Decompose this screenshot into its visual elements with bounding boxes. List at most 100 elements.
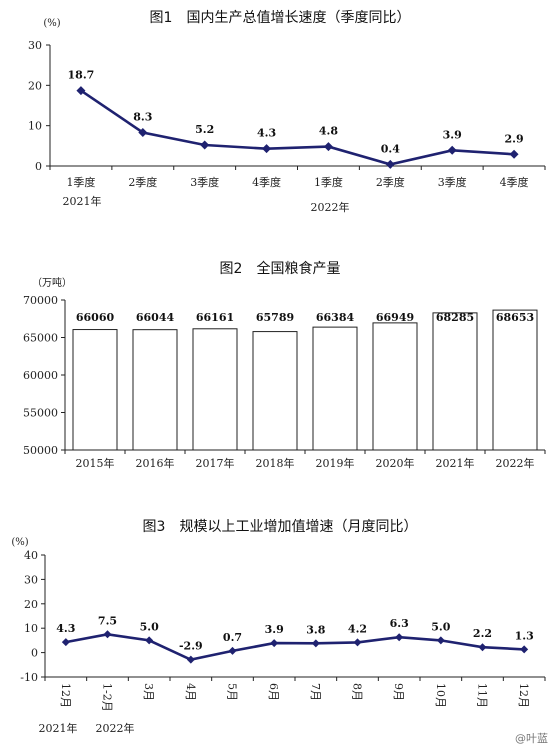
chart1-x-tick-label: 3季度 — [438, 175, 467, 189]
chart1-data-label: 18.7 — [68, 69, 95, 82]
chart2-bars — [72, 309, 538, 451]
chart2-data-label: 66384 — [316, 311, 355, 324]
chart2-y-tick-label: 55000 — [23, 407, 58, 420]
chart1-data-point — [76, 86, 86, 96]
chart1-data-label: 2.9 — [504, 132, 523, 145]
chart1-data-label: 3.9 — [443, 128, 462, 141]
chart3-data-label: 7.5 — [98, 614, 117, 627]
chart3-x-tick-label: 12月 — [517, 683, 530, 708]
chart3-data-point — [61, 638, 70, 647]
chart2-data-label: 68285 — [436, 311, 474, 324]
chart1-points — [76, 86, 519, 169]
chart2-x-tick-label: 2019年 — [316, 456, 355, 470]
chart2-value-labels: 66060 66044 66161 65789 66384 66949 68285 68653 — [76, 311, 534, 324]
chart2-x-tick-label: 2016年 — [136, 456, 175, 470]
chart2-y-tick-label: 50000 — [23, 444, 58, 457]
chart3-data-label: 4.2 — [348, 622, 367, 635]
chart1-data-label: 0.4 — [381, 142, 400, 155]
chart3-data-label: 5.0 — [140, 620, 159, 633]
chart2-y-tick-label: 60000 — [23, 369, 58, 382]
chart2-bar — [192, 328, 238, 451]
chart3-x-tick-label: 4月 — [184, 683, 197, 701]
chart1-x-tick-label: 1季度 — [314, 175, 343, 189]
chart3-data-label: 5.0 — [431, 620, 450, 633]
chart2-data-label: 66949 — [376, 311, 414, 324]
chart1-axes — [46, 44, 546, 170]
chart3-x-tick-label: 8月 — [351, 683, 364, 701]
chart3-year-label-2021: 2021年 — [39, 721, 78, 735]
chart2-title: 图2 全国粮食产量 — [220, 260, 341, 277]
chart2-x-tick-label: 2015年 — [76, 456, 115, 470]
chart2-data-label: 66161 — [196, 311, 234, 324]
chart1-series-line — [80, 89, 515, 166]
chart-grain-output: 图2 全国粮食产量 （万吨） 50000 55000 60000 65000 70000… — [23, 260, 546, 470]
chart1-data-label: 4.8 — [319, 125, 338, 138]
chart3-x-tick-label: 5月 — [226, 683, 239, 701]
chart2-bar — [132, 329, 178, 451]
chart1-data-point — [323, 142, 333, 152]
chart3-x-tick-label: 3月 — [142, 683, 155, 701]
chart2-data-label: 66060 — [76, 311, 115, 324]
chart1-title: 图1 国内生产总值增长速度（季度同比） — [150, 10, 411, 26]
chart3-y-tick-label: 0 — [31, 647, 38, 660]
chart3-data-point — [311, 639, 320, 648]
chart3-x-tick-label: 10月 — [434, 683, 447, 708]
chart3-x-tick-label: 9月 — [392, 683, 405, 701]
chart1-data-label: 5.2 — [195, 123, 214, 136]
chart3-data-point — [353, 638, 362, 647]
chart3-data-label: 2.2 — [473, 627, 492, 640]
chart3-data-point — [270, 639, 279, 648]
chart2-x-labels: 2015年 2016年 2017年 2018年 2019年 2020年 2021年 2022年 — [76, 456, 535, 470]
chart-gdp-growth: 图1 国内生产总值增长速度（季度同比） (%) 0 10 20 30 1季度 2季度 3季… — [28, 10, 546, 214]
chart3-data-point — [145, 636, 154, 645]
chart1-data-point — [200, 140, 210, 150]
chart2-x-tick-label: 2017年 — [196, 456, 235, 470]
chart3-x-tick-label: 11月 — [476, 683, 489, 708]
chart2-y-ticks: 50000 55000 60000 65000 70000 — [23, 294, 58, 457]
chart3-data-label: -2.9 — [179, 640, 203, 653]
chart1-x-labels: 1季度 2季度 3季度 4季度 1季度 2季度 3季度 4季度 — [66, 175, 528, 189]
chart1-data-label: 8.3 — [133, 111, 152, 124]
chart3-y-tick-label: -10 — [20, 671, 38, 684]
chart3-y-tick-label: 10 — [24, 622, 38, 635]
chart2-x-tick-label: 2022年 — [496, 456, 535, 470]
chart1-x-tick-label: 4季度 — [500, 175, 529, 189]
chart3-y-tick-label: 30 — [24, 573, 38, 586]
chart3-x-tick-label: 6月 — [267, 683, 280, 701]
chart3-y-ticks: -10 0 10 20 30 40 — [20, 549, 38, 684]
chart1-data-point — [262, 144, 272, 154]
chart3-x-tick-label: 7月 — [309, 683, 322, 701]
chart2-bar — [372, 322, 418, 451]
chart-industrial-growth: 图3 规模以上工业增加值增速（月度同比） (%) -10 0 10 20 30 40 12… — [11, 519, 546, 735]
chart1-x-tick-label: 1季度 — [66, 175, 95, 189]
chart1-year-label-2021: 2021年 — [63, 194, 102, 208]
chart3-unit-label: (%) — [11, 537, 28, 548]
chart2-data-label: 66044 — [136, 311, 175, 324]
chart2-data-label: 68653 — [496, 311, 534, 324]
chart1-value-labels: 18.7 8.3 5.2 4.3 4.8 0.4 3.9 2.9 — [68, 69, 524, 156]
chart1-x-tick-label: 4季度 — [252, 175, 281, 189]
chart3-axes — [41, 554, 546, 681]
chart3-data-label: 6.3 — [390, 617, 409, 630]
chart1-x-tick-label: 2季度 — [376, 175, 405, 189]
chart2-y-tick-label: 70000 — [23, 294, 58, 307]
chart3-year-label-2022: 2022年 — [96, 721, 135, 735]
chart3-data-point — [520, 645, 529, 654]
chart3-data-point — [228, 646, 237, 655]
chart1-data-point — [447, 145, 457, 155]
chart1-data-label: 4.3 — [257, 127, 276, 140]
chart2-bar — [432, 312, 478, 451]
chart3-data-point — [478, 643, 487, 652]
chart1-data-point — [138, 128, 148, 138]
chart2-data-label: 65789 — [256, 311, 294, 324]
chart1-y-tick-label: 20 — [28, 79, 42, 92]
chart2-x-tick-label: 2018年 — [256, 456, 295, 470]
chart3-x-tick-label: 12月 — [59, 683, 72, 708]
chart3-data-point — [103, 630, 112, 639]
chart1-y-tick-label: 10 — [28, 120, 42, 133]
chart3-data-label: 3.8 — [306, 623, 325, 636]
chart3-y-tick-label: 40 — [24, 549, 38, 562]
watermark: @叶蓝 — [515, 732, 548, 745]
chart3-data-label: 3.9 — [265, 623, 284, 636]
chart1-y-tick-label: 0 — [35, 160, 42, 173]
